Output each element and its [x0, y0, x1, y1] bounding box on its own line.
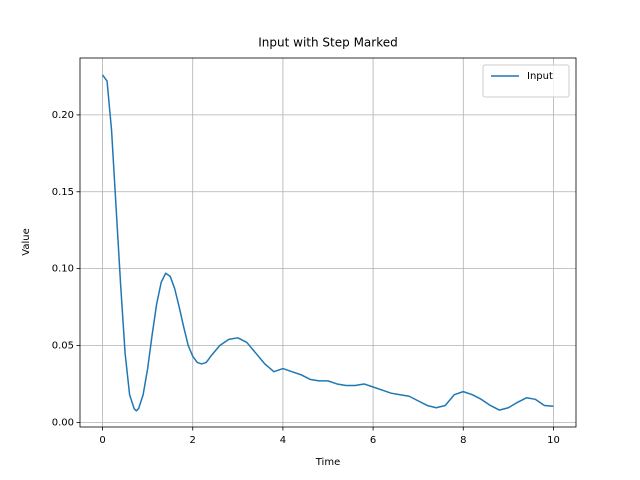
- y-tick-label: 0.05: [52, 341, 74, 352]
- x-tick-label: 0: [99, 435, 105, 446]
- plot-frame: [79, 57, 577, 428]
- x-axis-label: Time: [315, 457, 340, 468]
- x-tick-label: 4: [280, 435, 286, 446]
- legend-label: Input: [527, 71, 553, 82]
- y-tick-label: 0.00: [52, 417, 74, 428]
- y-tick-label: 0.20: [52, 110, 74, 121]
- x-tick-label: 8: [460, 435, 466, 446]
- y-tick-label: 0.10: [52, 264, 74, 275]
- x-tick-label: 6: [370, 435, 376, 446]
- data-line: [101, 74, 554, 412]
- x-tick-label: 10: [547, 435, 560, 446]
- y-tick-label: 0.15: [52, 187, 74, 198]
- chart-title: Input with Step Marked: [258, 36, 397, 50]
- x-tick-label: 2: [190, 435, 196, 446]
- legend-box: [482, 64, 570, 98]
- y-axis-label: Value: [21, 228, 32, 255]
